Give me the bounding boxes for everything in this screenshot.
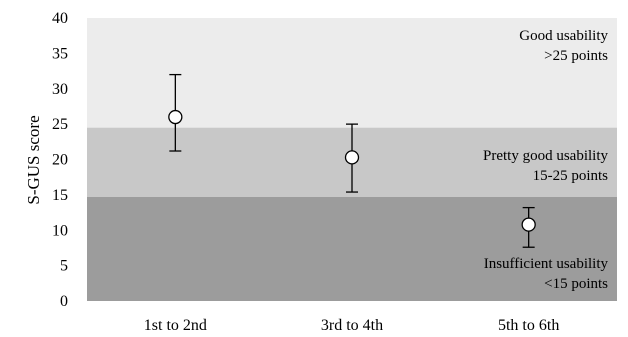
- data-point: [168, 109, 183, 125]
- data-point: [344, 150, 360, 165]
- data-point: [521, 217, 536, 232]
- band-label-range: >25 points: [544, 48, 608, 64]
- band-label-title: Insufficient usability: [484, 256, 609, 272]
- band-2: [87, 196, 617, 301]
- x-tick-label: 3rd to 4th: [321, 317, 383, 334]
- x-tick-label: 5th to 6th: [498, 317, 559, 334]
- y-tick-label: 40: [52, 10, 68, 27]
- y-tick-label: 25: [52, 116, 68, 133]
- y-tick-label: 20: [52, 152, 68, 169]
- y-tick-label: 30: [52, 81, 68, 98]
- band-labels: Good usability >25 points Pretty good usab…: [483, 28, 608, 292]
- y-tick-label: 0: [60, 293, 68, 310]
- y-tick-label: 10: [52, 222, 68, 239]
- band-label-title: Pretty good usability: [483, 148, 608, 164]
- y-tick-label: 15: [52, 187, 68, 204]
- band-label-range: <15 points: [544, 276, 608, 292]
- x-axis: 1st to 2nd 3rd to 4th 5th to 6th: [144, 317, 560, 334]
- y-axis: 0 5 10 15 20 25 30 35 40: [52, 10, 68, 310]
- x-tick-label: 1st to 2nd: [144, 317, 207, 334]
- data-points: [168, 109, 536, 232]
- y-axis-title: S-GUS score: [24, 115, 43, 204]
- band-label-range: 15-25 points: [533, 168, 609, 184]
- y-tick-label: 35: [52, 45, 68, 62]
- band-label-title: Good usability: [519, 28, 608, 44]
- y-tick-label: 5: [60, 258, 68, 275]
